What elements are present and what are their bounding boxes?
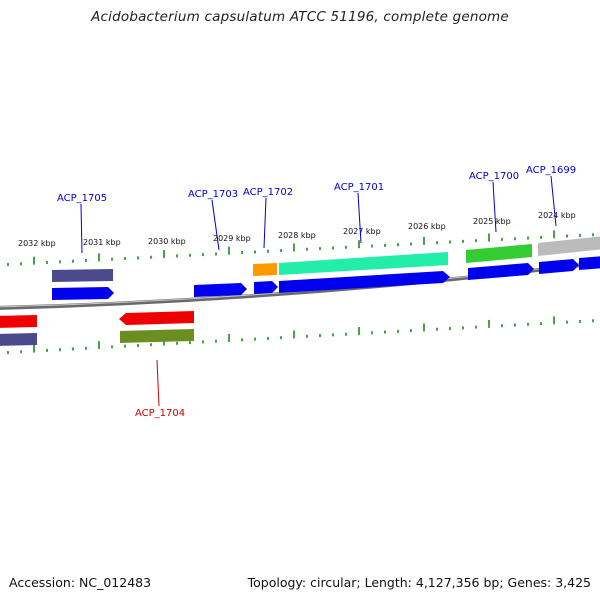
cog-ring-reverse (0, 329, 194, 346)
gene-leader-line (550, 175, 557, 227)
kbp-label: 2030 kbp (148, 237, 186, 246)
cds-arrow-forward[interactable] (468, 263, 534, 280)
cds-arrow-forward[interactable] (579, 256, 600, 270)
kbp-label: 2024 kbp (538, 211, 576, 220)
cds-arrow-forward[interactable] (194, 283, 247, 297)
kbp-label: 2026 kbp (408, 222, 446, 231)
cog-feature[interactable] (120, 329, 194, 343)
cog-feature[interactable] (538, 236, 600, 256)
cog-feature[interactable] (52, 269, 113, 282)
gene-labels: ACP_1705 ACP_1703 ACP_1702 ACP_1701 ACP_… (57, 165, 576, 419)
gene-label-acp-1704[interactable]: ACP_1704 (135, 408, 185, 419)
kbp-label: 2028 kbp (278, 231, 316, 240)
kbp-label: 2032 kbp (18, 239, 56, 248)
cog-feature[interactable] (0, 333, 37, 346)
gene-label-acp-1702[interactable]: ACP_1702 (243, 187, 293, 198)
cog-feature[interactable] (466, 244, 532, 263)
gene-leader-line (156, 359, 160, 407)
gene-label-acp-1705[interactable]: ACP_1705 (57, 193, 107, 204)
cds-ring-reverse (0, 311, 194, 328)
gene-leader-line (263, 197, 267, 249)
kbp-label: 2025 kbp (473, 217, 511, 226)
gene-label-acp-1701[interactable]: ACP_1701 (334, 182, 384, 193)
cog-feature[interactable] (279, 252, 448, 275)
gene-label-acp-1700[interactable]: ACP_1700 (469, 171, 519, 182)
kbp-label: 2031 kbp (83, 238, 121, 247)
tick-row-outer (7, 230, 594, 266)
kbp-label: 2029 kbp (213, 234, 251, 243)
cds-arrow-forward[interactable] (254, 281, 278, 294)
kbp-label: 2027 kbp (343, 227, 381, 236)
kbp-labels: 2032 kbp 2031 kbp 2030 kbp 2029 kbp 2028… (18, 211, 576, 248)
gene-leader-line (211, 199, 220, 251)
cds-ring-forward (52, 256, 600, 300)
cds-arrow-forward[interactable] (539, 259, 579, 274)
cog-ring-forward (52, 236, 600, 282)
cds-arrow-reverse[interactable] (119, 311, 194, 325)
cds-arrow-reverse[interactable] (0, 315, 37, 328)
map-title: Acidobacterium capsulatum ATCC 51196, co… (91, 9, 509, 25)
cds-arrow-forward[interactable] (279, 271, 450, 293)
gene-label-acp-1703[interactable]: ACP_1703 (188, 189, 238, 200)
cds-arrow-forward[interactable] (52, 287, 114, 300)
gene-leader-line (492, 181, 497, 233)
tick-row-inner (7, 316, 594, 354)
gene-leader-line (357, 192, 362, 244)
gene-label-acp-1699[interactable]: ACP_1699 (526, 165, 576, 176)
accession-footer: Accession: NC_012483 (9, 575, 152, 590)
cog-feature[interactable] (253, 263, 277, 276)
gene-leader-line (80, 203, 83, 254)
topology-footer: Topology: circular; Length: 4,127,356 bp… (247, 575, 591, 590)
